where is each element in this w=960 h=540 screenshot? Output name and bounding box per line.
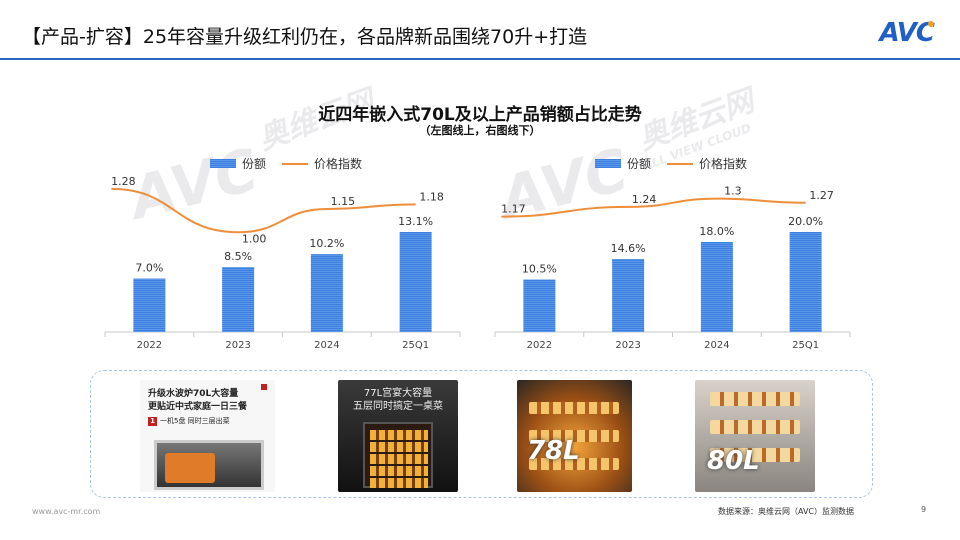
line-data-label: 1.00 [242,232,267,245]
page-number: 9 [921,505,927,514]
product-headline: 77L宫宴大容量 [363,388,433,399]
bar-data-label: 7.0% [135,262,163,275]
legend-bar-swatch [210,159,236,168]
bar-data-label: 18.0% [699,225,734,238]
x-tick-label: 25Q1 [792,340,819,351]
line-data-label: 1.24 [632,193,657,206]
line-data-label: 1.18 [419,190,444,203]
oven-rack [529,402,619,414]
chart-offline: 10.5% 2022 14.6% 2023 18.0% 2024 20.0% 25Q1 1.17… [494,185,851,351]
bar-25Q1 [399,232,432,332]
x-tick-label: 25Q1 [402,340,429,351]
bar-2022 [523,279,556,332]
capacity-label: 80L [707,446,760,476]
oven-illustration [154,440,264,490]
bar-data-label: 13.1% [398,215,433,228]
legend-label: 价格指数 [314,157,363,171]
x-tick-label: 2024 [314,340,339,351]
legend-line-swatch [667,162,694,165]
line-data-label: 1.3 [724,185,742,198]
legend-label: 价格指数 [699,157,748,171]
legend-line-swatch [282,162,309,165]
line-data-label: 1.27 [809,189,834,202]
feature-text: 一机5盘 同时三层出菜 [160,417,230,425]
bar-2023 [222,267,255,332]
bar-25Q1 [789,232,822,332]
chart-title: 近四年嵌入式70L及以上产品销额占比走势 [318,105,642,125]
product-image-4: 80L [695,380,815,492]
bar-2023 [612,259,645,332]
oven-illustration [363,422,433,488]
x-tick-label: 2023 [225,340,250,351]
oven-rack [529,430,619,442]
legend-item-price: 价格指数 [282,155,362,172]
x-tick-label: 2022 [527,340,552,351]
footer-url: www.avc-mr.com [32,507,101,516]
price-index-line [501,197,806,218]
legend-item-price: 价格指数 [667,155,747,172]
capacity-label: 78L [527,436,580,466]
line-data-label: 1.15 [331,195,356,208]
avc-logo: AVC [879,18,940,48]
line-data-label: 1.28 [111,175,136,188]
bar-data-label: 10.5% [522,263,557,276]
bar-2024 [700,242,733,332]
bar-data-label: 20.0% [788,215,823,228]
product-subheadline: 五层同时搞定一桌菜 [353,401,443,412]
oven-rack [710,392,800,406]
product-image-3: 78L [517,380,632,492]
legend-item-share: 份额 [595,155,651,172]
product-feature: 1 一机5盘 同时三层出菜 [148,416,230,426]
feature-number-badge: 1 [148,417,157,426]
bar-2022 [133,278,166,332]
product-image-2: 77L宫宴大容量 五层同时搞定一桌菜 [338,380,458,492]
oven-rack [529,458,619,470]
legend-right: 份额 价格指数 [595,155,747,172]
legend-label: 份额 [627,157,652,171]
brand-logo-icon [261,384,267,390]
legend-bar-swatch [595,159,621,168]
header: 【产品-扩容】25年容量升级红利仍在，各品牌新品围绕70升+打造 AVC [0,0,960,60]
footer-source: 数据来源：奥维云网（AVC）监测数据 [718,507,855,516]
product-image-1: 升级水波炉70L大容量 更贴近中式家庭一日三餐 1 一机5盘 同时三层出菜 [140,380,275,492]
page-title: 【产品-扩容】25年容量升级红利仍在，各品牌新品围绕70升+打造 [22,26,588,48]
bar-data-label: 8.5% [224,250,252,263]
x-tick-label: 2023 [615,340,640,351]
x-tick-label: 2024 [704,340,729,351]
chart-subtitle: （左图线上，右图线下） [419,124,541,137]
legend-label: 份额 [242,157,267,171]
logo-text: AVC [879,18,935,48]
x-tick-label: 2022 [137,340,162,351]
header-divider [0,58,960,60]
bar-2024 [310,254,343,332]
oven-rack [710,420,800,434]
bar-data-label: 14.6% [611,242,646,255]
product-panel [90,370,873,498]
chart-online: 7.0% 2022 8.5% 2023 10.2% 2024 13.1% 25Q1 1.28 1.… [104,175,461,351]
logo-dot [928,21,934,27]
product-headline: 升级水波炉70L大容量 [148,389,239,399]
line-data-label: 1.17 [501,203,526,216]
price-index-line [111,187,416,234]
oven-rack [710,448,800,462]
legend-item-share: 份额 [210,155,266,172]
product-subheadline: 更贴近中式家庭一日三餐 [148,402,248,412]
bar-data-label: 10.2% [309,237,344,250]
legend-left: 份额 价格指数 [210,155,362,172]
